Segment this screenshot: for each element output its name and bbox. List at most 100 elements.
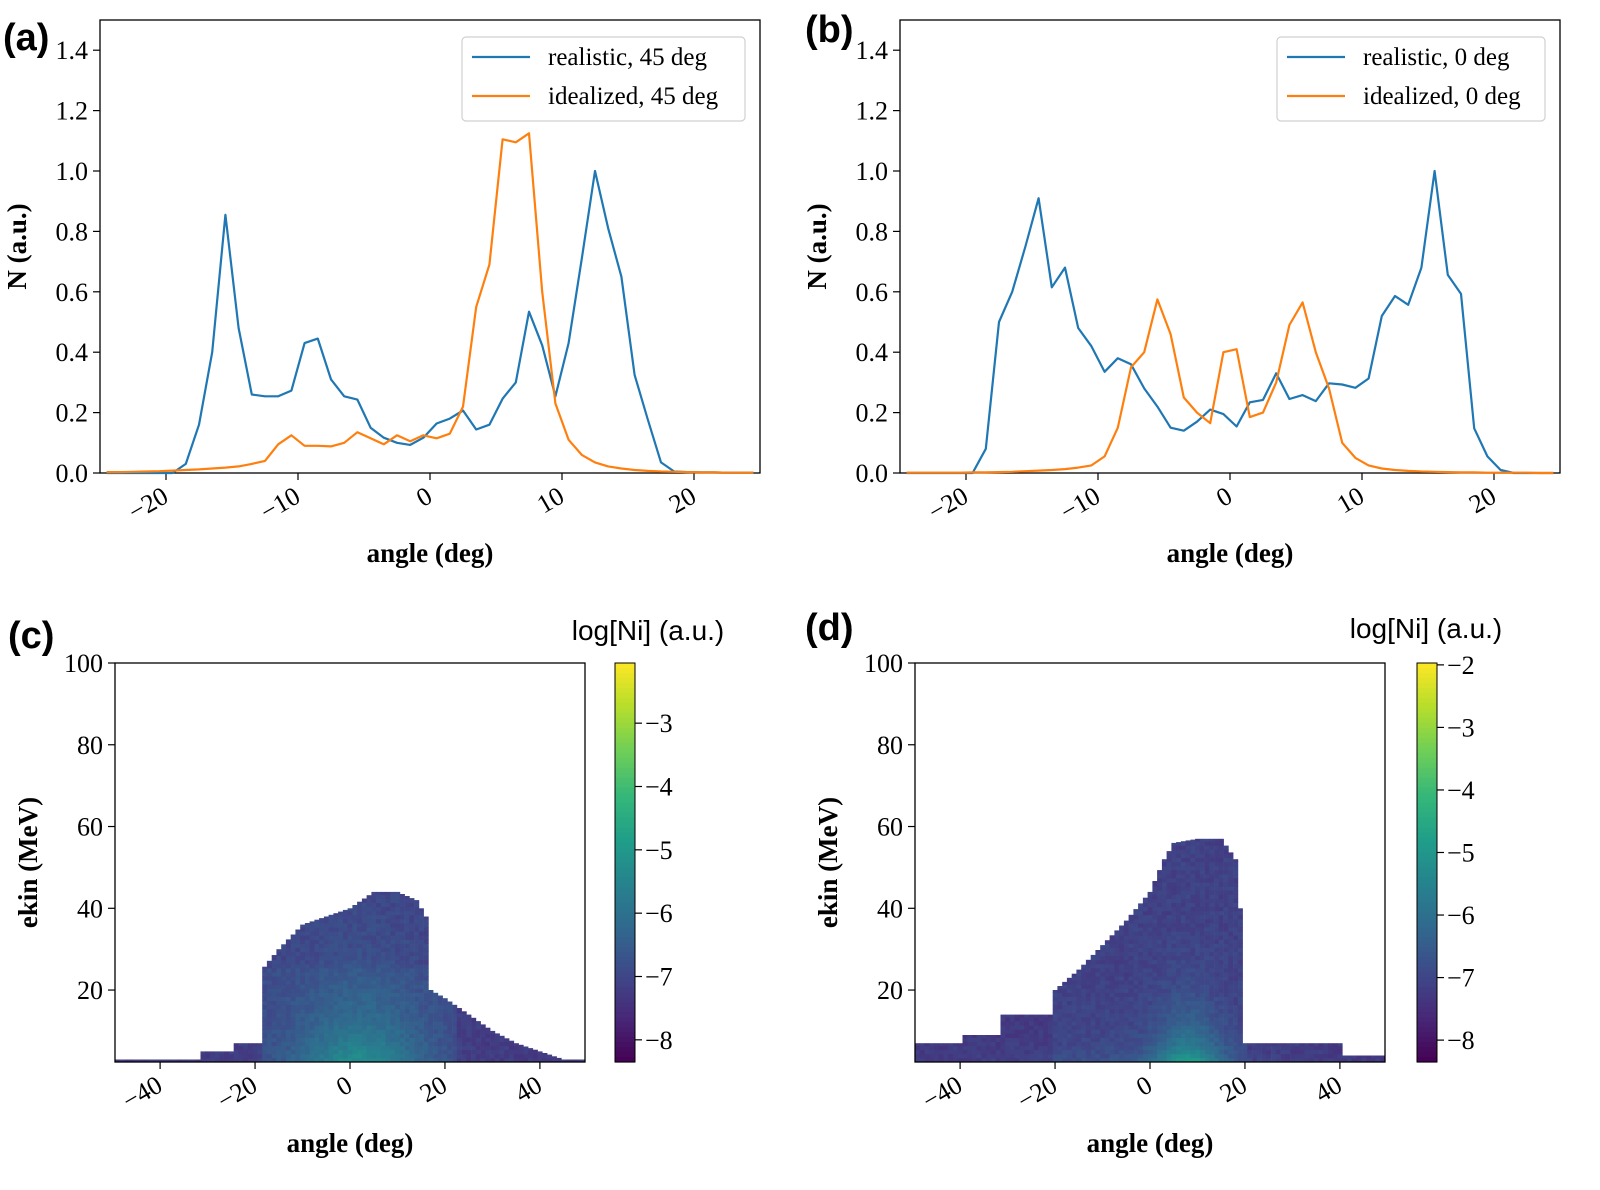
heatmap-cell	[1062, 1012, 1068, 1018]
heatmap-cell	[1304, 1049, 1310, 1055]
heatmap-cell	[1209, 1045, 1215, 1051]
x-tick-label: −20	[1012, 1070, 1062, 1115]
heatmap-cell	[1100, 1004, 1106, 1010]
heatmap-cell	[1142, 984, 1148, 989]
heatmap-cell	[1123, 1057, 1129, 1063]
heatmap-cell	[290, 1053, 296, 1059]
heatmap-cell	[1195, 923, 1201, 928]
heatmap-cell	[1209, 1053, 1215, 1059]
heatmap-cell	[333, 913, 339, 916]
heatmap-cell	[1100, 1045, 1106, 1051]
heatmap-cell	[1204, 902, 1210, 908]
heatmap-cell	[447, 1049, 453, 1055]
heatmap-cell	[1095, 950, 1101, 952]
heatmap-cell	[1095, 992, 1101, 997]
heatmap-cell	[281, 951, 287, 957]
heatmap-cell	[304, 1033, 310, 1038]
heatmap-cell	[1380, 1057, 1386, 1063]
heatmap-cell	[380, 1021, 386, 1026]
heatmap-cell	[404, 992, 410, 997]
y-tick-label: 0.6	[856, 278, 889, 307]
heatmap-cell	[1228, 902, 1234, 908]
colorbar-segment	[1417, 687, 1437, 694]
heatmap-cell	[1199, 935, 1205, 940]
heatmap-cell	[1152, 902, 1158, 908]
heatmap-cell	[1138, 972, 1144, 977]
heatmap-cell	[485, 1037, 491, 1042]
heatmap-cell	[1214, 902, 1220, 908]
heatmap-cell	[200, 1051, 206, 1055]
heatmap-cell	[1199, 988, 1205, 993]
heatmap-cell	[1161, 927, 1167, 932]
colorbar-segment	[1417, 683, 1437, 689]
heatmap-cell	[347, 914, 353, 920]
heatmap-cell	[1138, 910, 1144, 916]
heatmap-cell	[323, 959, 329, 965]
heatmap-cell	[290, 1021, 296, 1026]
heatmap-cell	[1071, 1041, 1077, 1047]
heatmap-cell	[1142, 992, 1148, 997]
heatmap-cell	[380, 1004, 386, 1010]
heatmap-cell	[1195, 914, 1201, 920]
heatmap-cell	[1214, 849, 1220, 854]
heatmap-cell	[418, 931, 424, 936]
x-tick-label: 40	[1310, 1070, 1347, 1108]
heatmap-cell	[1161, 1041, 1167, 1047]
heatmap-cell	[1166, 1049, 1172, 1055]
heatmap-cell	[328, 1037, 334, 1042]
heatmap-cell	[1005, 1045, 1011, 1051]
heatmap-cell	[371, 1021, 377, 1026]
heatmap-cell	[409, 996, 415, 1002]
x-axis-label: angle (deg)	[1087, 1128, 1214, 1158]
heatmap-cell	[1142, 1049, 1148, 1055]
heatmap-cell	[1095, 968, 1101, 973]
heatmap-cell	[1261, 1043, 1267, 1047]
heatmap-cell	[1185, 910, 1191, 916]
heatmap-cell	[399, 894, 405, 899]
heatmap-cell	[385, 1053, 391, 1059]
heatmap-cell	[399, 1037, 405, 1042]
heatmap-cell	[290, 1037, 296, 1042]
heatmap-cell	[1285, 1049, 1291, 1055]
heatmap-cell	[157, 1059, 163, 1063]
heatmap-cell	[328, 1045, 334, 1051]
heatmap-cell	[1209, 838, 1215, 842]
heatmap-cell	[1309, 1049, 1315, 1055]
heatmap-cell	[1000, 1017, 1006, 1022]
heatmap-cell	[1000, 1053, 1006, 1059]
heatmap-cell	[423, 923, 429, 928]
heatmap-cell	[1104, 980, 1110, 985]
heatmap-cell	[1095, 988, 1101, 993]
heatmap-cell	[414, 951, 420, 957]
heatmap-cell	[1199, 894, 1205, 899]
heatmap-cell	[357, 927, 363, 932]
heatmap-cell	[1199, 1041, 1205, 1047]
heatmap-cell	[1256, 1045, 1262, 1051]
heatmap-cell	[304, 1017, 310, 1022]
heatmap-cell	[1104, 972, 1110, 977]
heatmap-cell	[1147, 963, 1153, 969]
heatmap-cell	[1176, 898, 1182, 903]
heatmap-cell	[1180, 886, 1186, 891]
heatmap-cell	[1223, 906, 1229, 912]
heatmap-cell	[1214, 865, 1220, 871]
heatmap-cell	[404, 927, 410, 932]
heatmap-cell	[1166, 935, 1172, 940]
heatmap-cell	[1081, 972, 1087, 977]
y-tick-label: 40	[77, 894, 103, 923]
heatmap-cell	[247, 1049, 253, 1055]
heatmap-cell	[1218, 943, 1224, 948]
heatmap-cell	[1190, 980, 1196, 985]
heatmap-cell	[1380, 1055, 1386, 1059]
heatmap-cell	[233, 1057, 239, 1063]
heatmap-cell	[1085, 1045, 1091, 1051]
heatmap-cell	[347, 927, 353, 932]
heatmap-cell	[290, 947, 296, 952]
heatmap-cell	[347, 963, 353, 969]
heatmap-cell	[281, 980, 287, 985]
heatmap-cell	[276, 1029, 282, 1034]
heatmap-cell	[1176, 943, 1182, 948]
heatmap-cell	[1275, 1045, 1281, 1051]
heatmap-cell	[1128, 959, 1134, 965]
colorbar-segment	[1417, 772, 1437, 779]
